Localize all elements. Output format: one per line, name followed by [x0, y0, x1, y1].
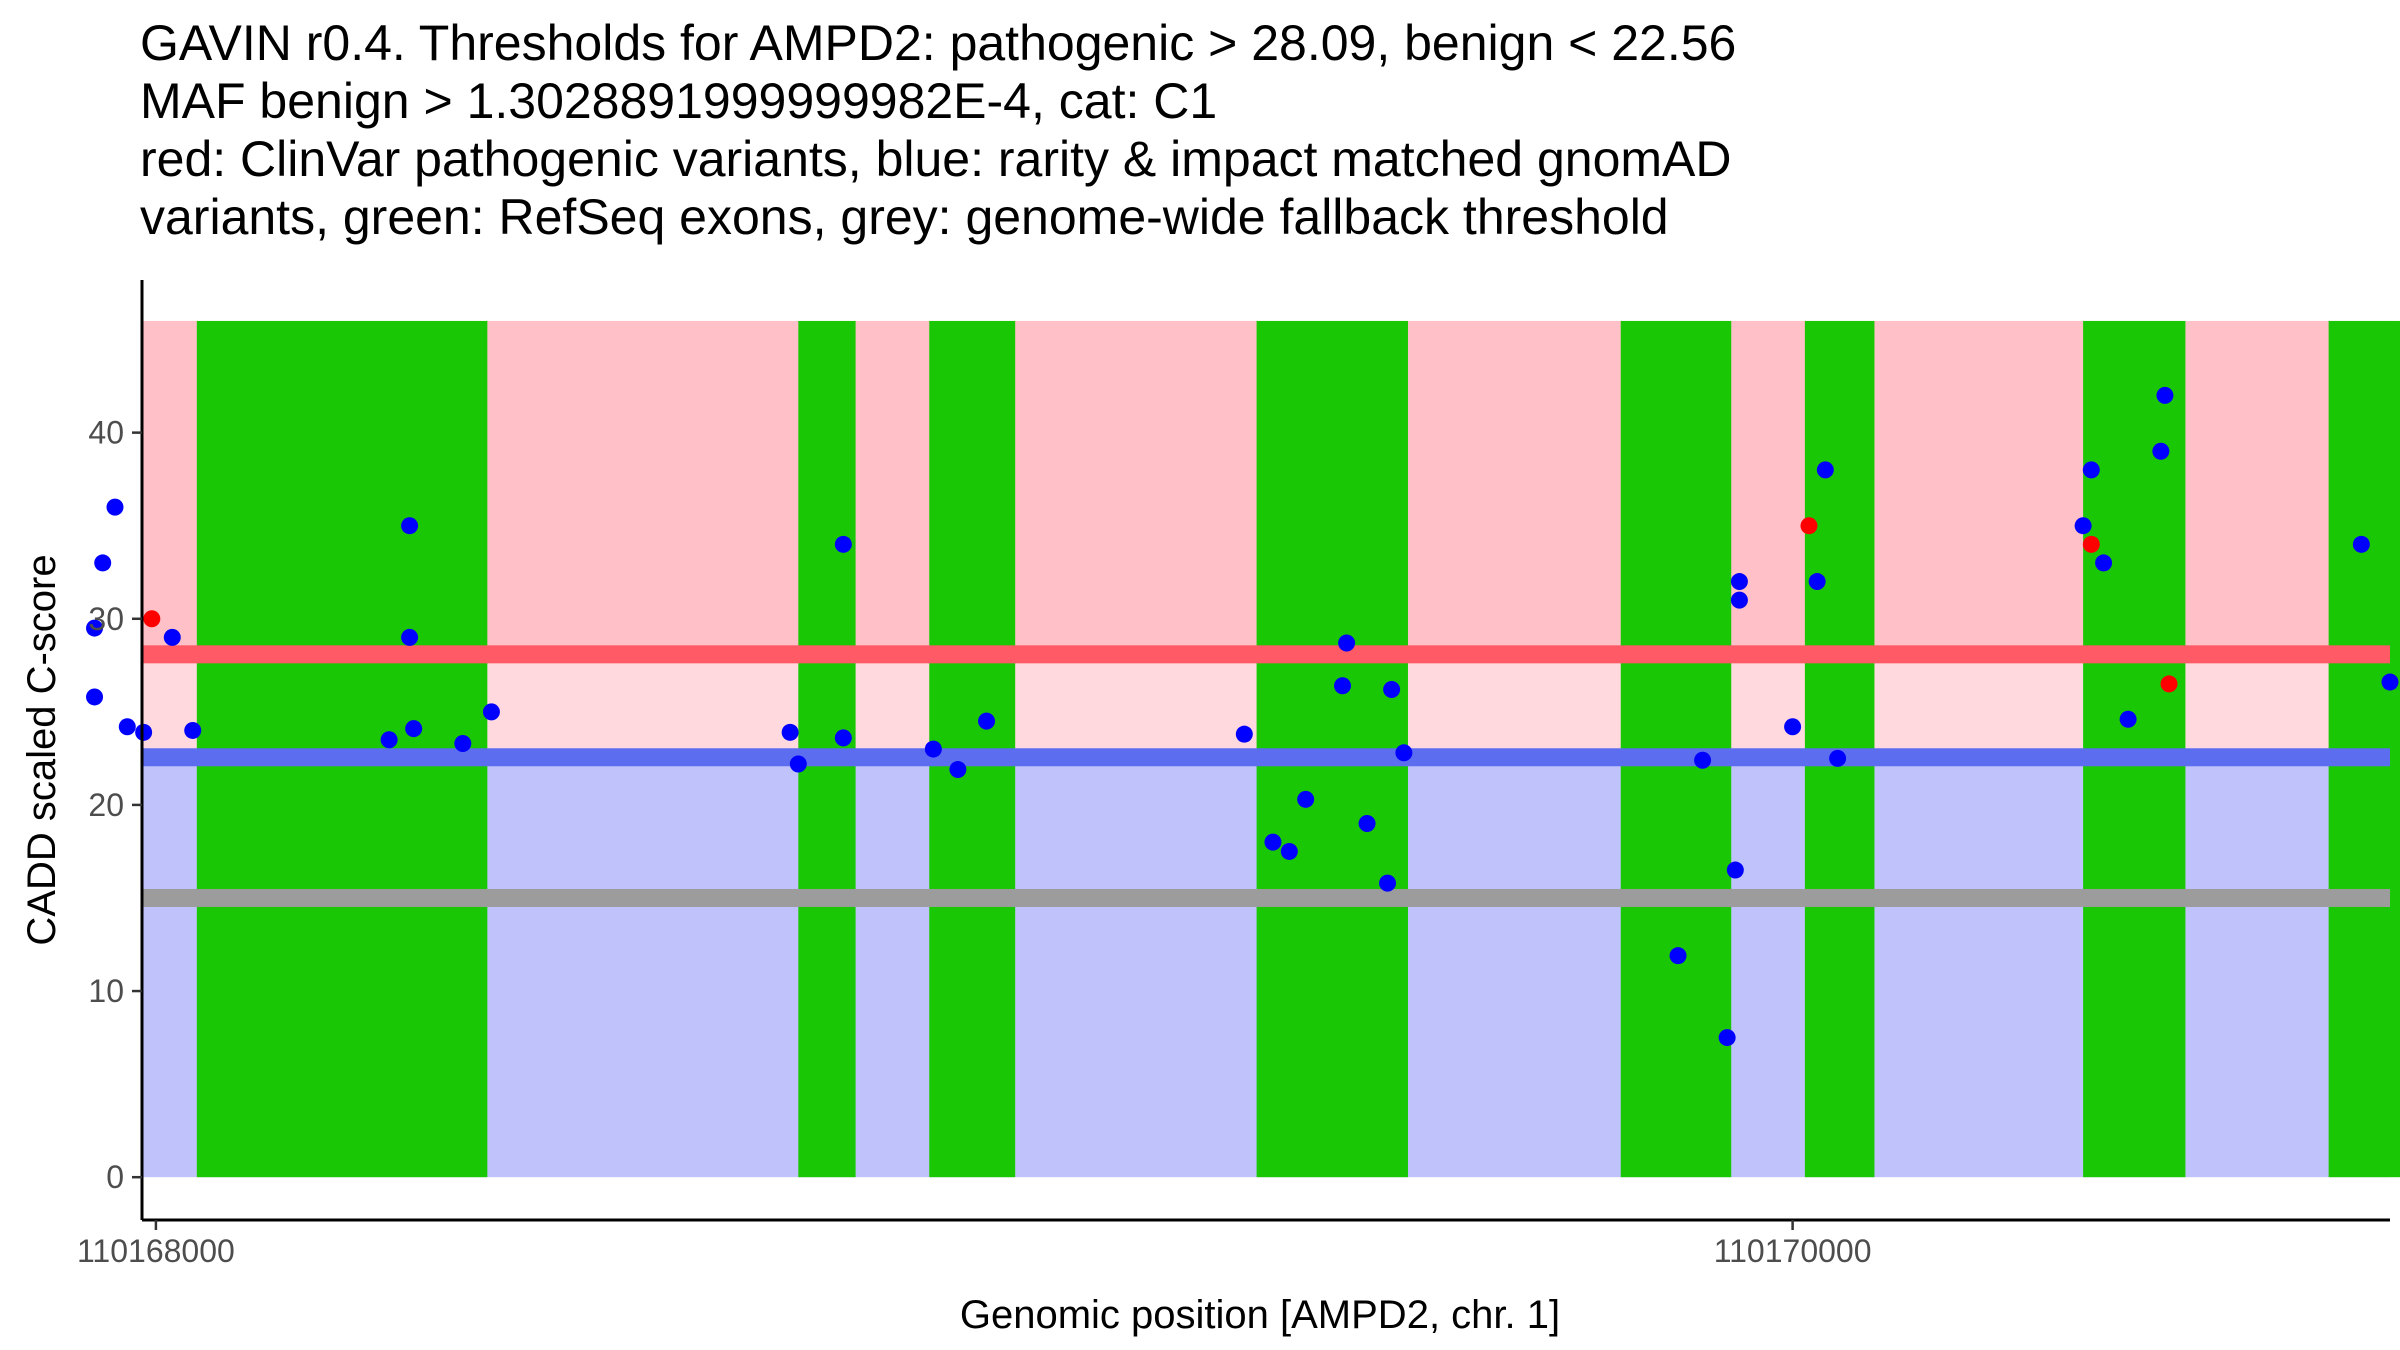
fallback-threshold-line — [142, 888, 2390, 907]
gnomad-variant-point — [2352, 535, 2370, 553]
gnomad-variant-point — [1379, 874, 1397, 892]
gnomad-variant-point — [1297, 790, 1315, 808]
chart-title: GAVIN r0.4. Thresholds for AMPD2: pathog… — [140, 14, 2340, 246]
clinvar-pathogenic-point — [2082, 535, 2100, 553]
gnomad-variant-point — [1808, 573, 1826, 591]
clinvar-pathogenic-point — [143, 610, 161, 628]
gnomad-variant-point — [118, 718, 136, 736]
gnomad-variant-point — [401, 517, 419, 535]
gnomad-variant-point — [1718, 1029, 1736, 1047]
gnomad-variant-point — [2156, 386, 2174, 404]
gnomad-variant-point — [2152, 442, 2170, 460]
gnomad-variant-point — [781, 723, 799, 741]
gnomad-variant-point — [1730, 573, 1748, 591]
title-line: GAVIN r0.4. Thresholds for AMPD2: pathog… — [140, 15, 1737, 71]
x-axis-title: Genomic position [AMPD2, chr. 1] — [960, 1293, 1560, 1337]
gnomad-variant-point — [2119, 710, 2137, 728]
gnomad-variant-point — [834, 535, 852, 553]
gnomad-variant-point — [405, 720, 423, 738]
gnomad-variant-point — [2095, 554, 2113, 572]
gnomad-variant-point — [106, 498, 124, 516]
gnomad-variant-point — [2074, 517, 2092, 535]
gnomad-variant-point — [949, 761, 967, 779]
pathogenic-threshold-line — [142, 645, 2390, 664]
gnomad-variant-point — [1829, 749, 1847, 767]
gnomad-variant-point — [2082, 461, 2100, 479]
gnomad-variant-point — [1235, 725, 1253, 743]
clinvar-pathogenic-point — [1800, 517, 1818, 535]
gnomad-variant-point — [834, 729, 852, 747]
y-axis-title: CADD scaled C-score — [20, 554, 64, 945]
x-tick-label: 110170000 — [1714, 1233, 1872, 1269]
gnomad-variant-point — [86, 619, 104, 637]
gnomad-variant-point — [1334, 677, 1352, 695]
gnomad-variant-point — [1338, 634, 1356, 652]
gnomad-variant-point — [2381, 673, 2399, 691]
title-line: red: ClinVar pathogenic variants, blue: … — [140, 131, 1732, 187]
gnomad-variant-point — [1280, 842, 1298, 860]
x-tick-label: 110168000 — [77, 1233, 235, 1269]
gnomad-variant-point — [135, 723, 153, 741]
gnomad-variant-point — [1395, 744, 1413, 762]
variant-points — [86, 386, 2399, 1047]
gnomad-variant-point — [184, 721, 202, 739]
y-tick-label: 20 — [88, 787, 124, 823]
gnomad-variant-point — [924, 740, 942, 758]
benign-threshold-line — [142, 748, 2390, 767]
gnomad-variant-point — [978, 712, 996, 730]
gnomad-variant-point — [1784, 718, 1802, 736]
gnomad-variant-point — [789, 755, 807, 773]
gnomad-variant-point — [1358, 815, 1376, 833]
y-tick-label: 0 — [106, 1159, 124, 1195]
y-tick-label: 10 — [88, 973, 124, 1009]
gnomad-variant-point — [1383, 681, 1401, 699]
gnomad-variant-point — [163, 628, 181, 646]
gnomad-variant-point — [1264, 833, 1282, 851]
gnomad-variant-point — [1694, 751, 1712, 769]
clinvar-pathogenic-point — [2160, 675, 2178, 693]
y-tick-label: 30 — [88, 601, 124, 637]
gnomad-variant-point — [454, 734, 472, 752]
gnomad-variant-point — [1669, 947, 1687, 965]
axes: 010203040110168000110170000110172000 — [77, 280, 2390, 1269]
gnomad-variant-point — [1726, 861, 1744, 879]
title-line: MAF benign > 1.3028891999999982E-4, cat:… — [140, 73, 1218, 129]
y-tick-label: 40 — [88, 415, 124, 451]
gnomad-variant-point — [380, 731, 398, 749]
gnomad-variant-point — [482, 703, 500, 721]
gnomad-variant-point — [1730, 591, 1748, 609]
title-line: variants, green: RefSeq exons, grey: gen… — [140, 189, 1669, 245]
threshold-lines — [142, 645, 2390, 907]
gnomad-variant-point — [401, 628, 419, 646]
gnomad-variant-point — [94, 554, 112, 572]
gnomad-variant-point — [1816, 461, 1834, 479]
gnomad-variant-point — [86, 688, 104, 706]
